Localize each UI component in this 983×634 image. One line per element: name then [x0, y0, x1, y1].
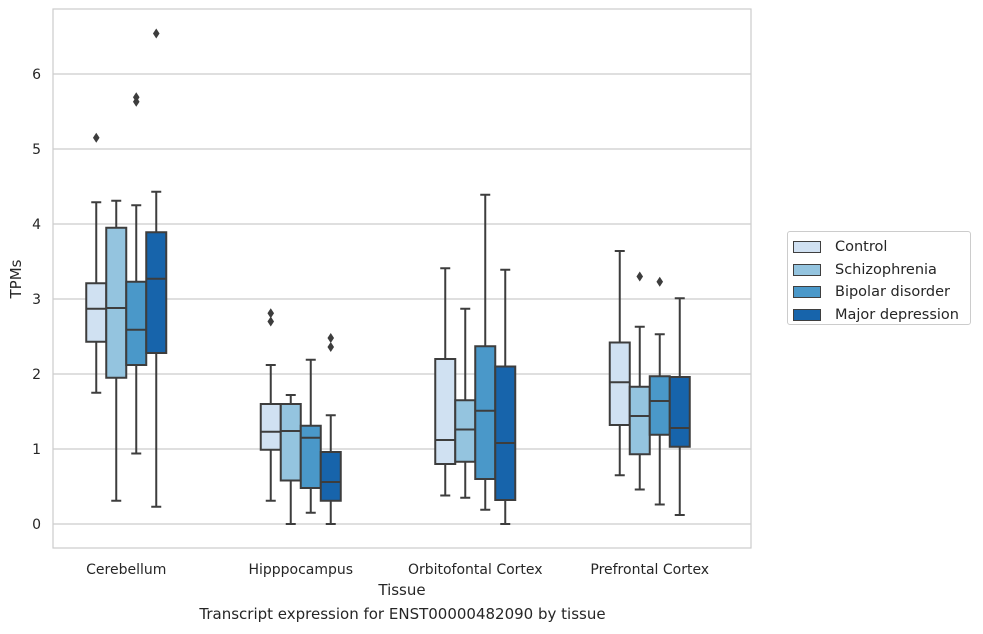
outlier-point: [636, 271, 644, 282]
plot-frame: [52, 8, 752, 549]
legend-item: Bipolar disorder: [793, 281, 970, 304]
grid-lines: [53, 73, 751, 525]
box-iqr: [85, 282, 108, 343]
x-axis-label: Tissue: [377, 581, 425, 599]
outlier-point: [327, 333, 335, 343]
legend-label: Major depression: [835, 306, 959, 323]
box-2-1: [454, 307, 477, 499]
x-tick-labels: Cerebellum Hipppocampus Orbitofontal Corte…: [86, 562, 709, 578]
y-tick-label: 3: [32, 292, 41, 308]
y-tick-label: 5: [32, 142, 41, 158]
outlier-point: [656, 276, 664, 287]
box-iqr: [608, 341, 631, 426]
legend-item: Schizophrenia: [793, 259, 970, 282]
outlier-point: [132, 92, 140, 103]
box-iqr: [434, 358, 457, 465]
outlier-point: [267, 308, 275, 319]
legend-label: Bipolar disorder: [835, 284, 950, 301]
legend-swatch: [793, 286, 821, 299]
y-tick-label: 2: [32, 367, 41, 383]
box-1-3: [319, 333, 342, 525]
outlier-point: [152, 28, 160, 39]
box-iqr: [299, 424, 322, 489]
box-3-3: [668, 297, 691, 516]
y-tick-labels: 0 1 2 3 4 5 6: [32, 67, 41, 533]
box-iqr: [474, 345, 497, 480]
box-iqr: [668, 376, 691, 448]
box-iqr: [319, 451, 342, 502]
box-iqr: [279, 403, 302, 482]
outlier-point: [267, 316, 275, 327]
legend-item: Control: [793, 236, 970, 259]
box-0-1: [105, 199, 128, 502]
legend-swatch: [793, 241, 821, 254]
legend-item: Major depression: [793, 304, 970, 327]
legend-swatch: [793, 263, 821, 276]
chart-caption: Transcript expression for ENST0000048209…: [199, 605, 606, 623]
x-tick-label: Prefrontal Cortex: [590, 562, 709, 578]
box-1-1: [279, 394, 302, 525]
box-3-2: [648, 276, 671, 506]
box-3-0: [608, 250, 631, 477]
legend-swatch: [793, 308, 821, 321]
box-1-2: [299, 358, 322, 514]
legend-label: Schizophrenia: [835, 261, 937, 278]
box-1-0: [259, 308, 282, 502]
box-2-0: [434, 267, 457, 497]
box-0-2: [125, 92, 148, 455]
x-tick-label: Cerebellum: [86, 562, 166, 578]
outlier-point: [92, 132, 100, 143]
y-tick-label: 0: [32, 517, 41, 533]
box-iqr: [454, 399, 477, 463]
x-tick-label: Orbitofontal Cortex: [408, 562, 543, 578]
box-3-1: [628, 271, 651, 491]
y-axis-label: TPMs: [7, 259, 25, 299]
box-iqr: [648, 375, 671, 436]
y-tick-label: 1: [32, 442, 41, 458]
box-iqr: [105, 226, 128, 379]
outlier-point: [327, 342, 335, 352]
box-2-2: [474, 193, 497, 511]
boxes: [85, 28, 691, 525]
box-0-3: [145, 28, 168, 508]
box-iqr: [628, 385, 651, 456]
box-iqr: [259, 403, 282, 451]
box-2-3: [494, 268, 517, 525]
legend-label: Control: [835, 239, 888, 256]
y-tick-label: 4: [32, 217, 41, 233]
x-tick-label: Hipppocampus: [248, 562, 353, 578]
y-tick-label: 6: [32, 67, 41, 83]
box-0-0: [85, 132, 108, 394]
box-iqr: [494, 365, 517, 501]
legend: Control Schizophrenia Bipolar disorder Majo…: [787, 231, 971, 325]
box-iqr: [125, 280, 148, 366]
box-iqr: [145, 231, 168, 354]
